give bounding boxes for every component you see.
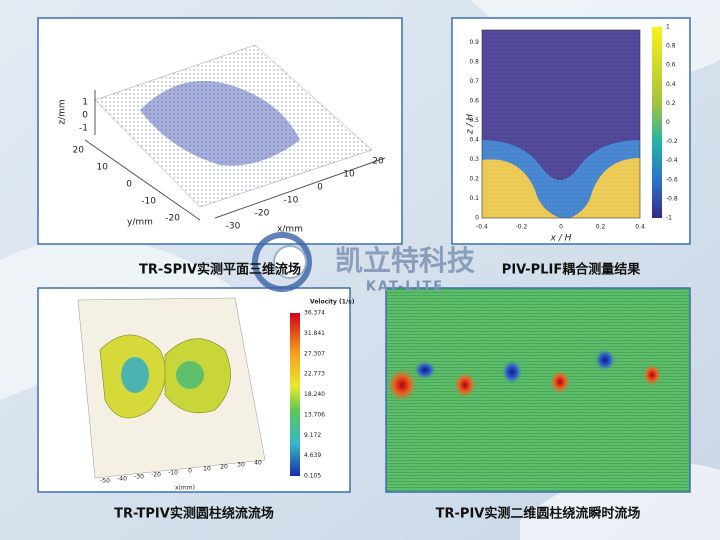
vector-field [94, 44, 373, 208]
logo-ring [252, 232, 312, 292]
tick-label: 4.639 [304, 452, 321, 459]
tick-label: 22.773 [304, 371, 325, 378]
tick-label: 9.172 [304, 432, 321, 439]
tick-label: 0.8 [469, 59, 479, 66]
logo-core [273, 245, 307, 279]
tick-label: -0.2 [516, 224, 528, 231]
tick-label: -0.4 [666, 157, 678, 164]
tick-label: -10 [284, 196, 299, 206]
tick-label: 30 [237, 462, 245, 469]
tick-label: -10 [141, 197, 156, 207]
tick-label: -0.6 [666, 176, 678, 183]
tick-label: -20 [165, 214, 180, 224]
tick-label: 1 [666, 24, 670, 31]
tick-label: 10 [203, 466, 211, 473]
caption: PIV-PLIF耦合测量结果 [502, 262, 640, 278]
tick-label: 20 [372, 157, 384, 167]
tick-label: 0 [188, 468, 192, 475]
tick-label: -50 [100, 478, 110, 485]
vortex [549, 369, 571, 395]
colorbar-title: Velocity (1/s) [310, 299, 355, 306]
tick-label: 36.374 [304, 310, 325, 317]
tick-label: 27.307 [304, 350, 325, 357]
axis [84, 139, 201, 221]
panel [451, 17, 691, 245]
tick-label: -1 [666, 215, 672, 222]
tick-label: -0.2 [666, 138, 678, 145]
tick-label: 0.105 [304, 473, 321, 480]
axis-label: y/mm [127, 218, 153, 228]
plot-frame [481, 29, 641, 219]
vortex [642, 363, 662, 387]
tick-label: 1 [82, 98, 88, 108]
panel-frame [385, 287, 691, 493]
axis [214, 157, 386, 219]
panel [37, 17, 403, 245]
tick-label: 0 [666, 119, 670, 126]
tick-label: 0.4 [469, 137, 479, 144]
tick-label: 20 [73, 146, 85, 156]
panel [37, 287, 351, 493]
tick-label: 0.2 [469, 176, 479, 183]
logo-name: 凯立特科技 [335, 244, 475, 277]
caption: TR-SPIV实测平面三维流场 [139, 262, 301, 278]
tick-label: 0 [475, 215, 479, 222]
tick-label: 0.3 [469, 156, 479, 163]
core [176, 361, 204, 389]
tick-label: 0.4 [666, 81, 676, 88]
tick-label: 10 [343, 170, 355, 180]
tick-label: -30 [134, 474, 144, 481]
tick-label: 0 [126, 180, 132, 190]
caption: TR-PIV实测二维圆柱绕流瞬时流场 [436, 506, 641, 522]
vortex [501, 359, 523, 385]
caption: TR-TPIV实测圆柱绕流流场 [114, 506, 274, 522]
vortex [594, 348, 616, 372]
tick-label: 10 [97, 163, 109, 173]
tick-label: 0.2 [666, 100, 676, 107]
vectors [482, 30, 640, 218]
tick-label: -0.8 [666, 195, 678, 202]
tick-label: 0.6 [666, 62, 676, 69]
tick-label: 0 [317, 183, 323, 193]
tick-label: 0.6 [469, 98, 479, 105]
vortex [413, 360, 437, 380]
tick-label: -10 [168, 470, 178, 477]
tick-label: 0.2 [596, 224, 606, 231]
tick-label: 31.841 [304, 330, 325, 337]
tick-label: 13.706 [304, 411, 325, 418]
tick-label: 0.4 [635, 224, 645, 231]
axis-label: x(mm) [175, 485, 195, 492]
axis-label: z / H [466, 114, 476, 135]
tick-label: -30 [226, 222, 241, 232]
tick-label: 0.7 [469, 78, 479, 85]
tick-label: 0 [559, 224, 563, 231]
tick-label: -1 [79, 124, 88, 134]
tick-label: 0.9 [469, 39, 479, 46]
logo-sub: KAT-LITE [366, 280, 444, 295]
tick-label: 0.8 [666, 43, 676, 50]
vortex [386, 367, 418, 403]
tick-label: 0.1 [469, 195, 479, 202]
panel [385, 287, 691, 493]
tick-label: 18.240 [304, 391, 325, 398]
tick-label: 0.5 [469, 117, 479, 124]
colorbar [290, 313, 300, 476]
vortex-region [140, 80, 300, 166]
axis-label: z/mm [58, 99, 68, 124]
tick-label: -40 [117, 476, 127, 483]
tick-label: 20 [220, 464, 228, 471]
logo: 凯立特科技 KAT-LITE [252, 232, 475, 295]
tick-label: -20 [151, 472, 161, 479]
core [121, 357, 149, 393]
axis-label: x/mm [277, 225, 303, 235]
colorbar [652, 27, 662, 218]
tick-label: 0 [82, 111, 88, 121]
tick-label: -0.4 [476, 224, 488, 231]
tick-label: 40 [254, 460, 262, 467]
tick-label: -20 [255, 209, 270, 219]
vortex [453, 371, 477, 399]
axis-label: x / H [550, 234, 572, 244]
